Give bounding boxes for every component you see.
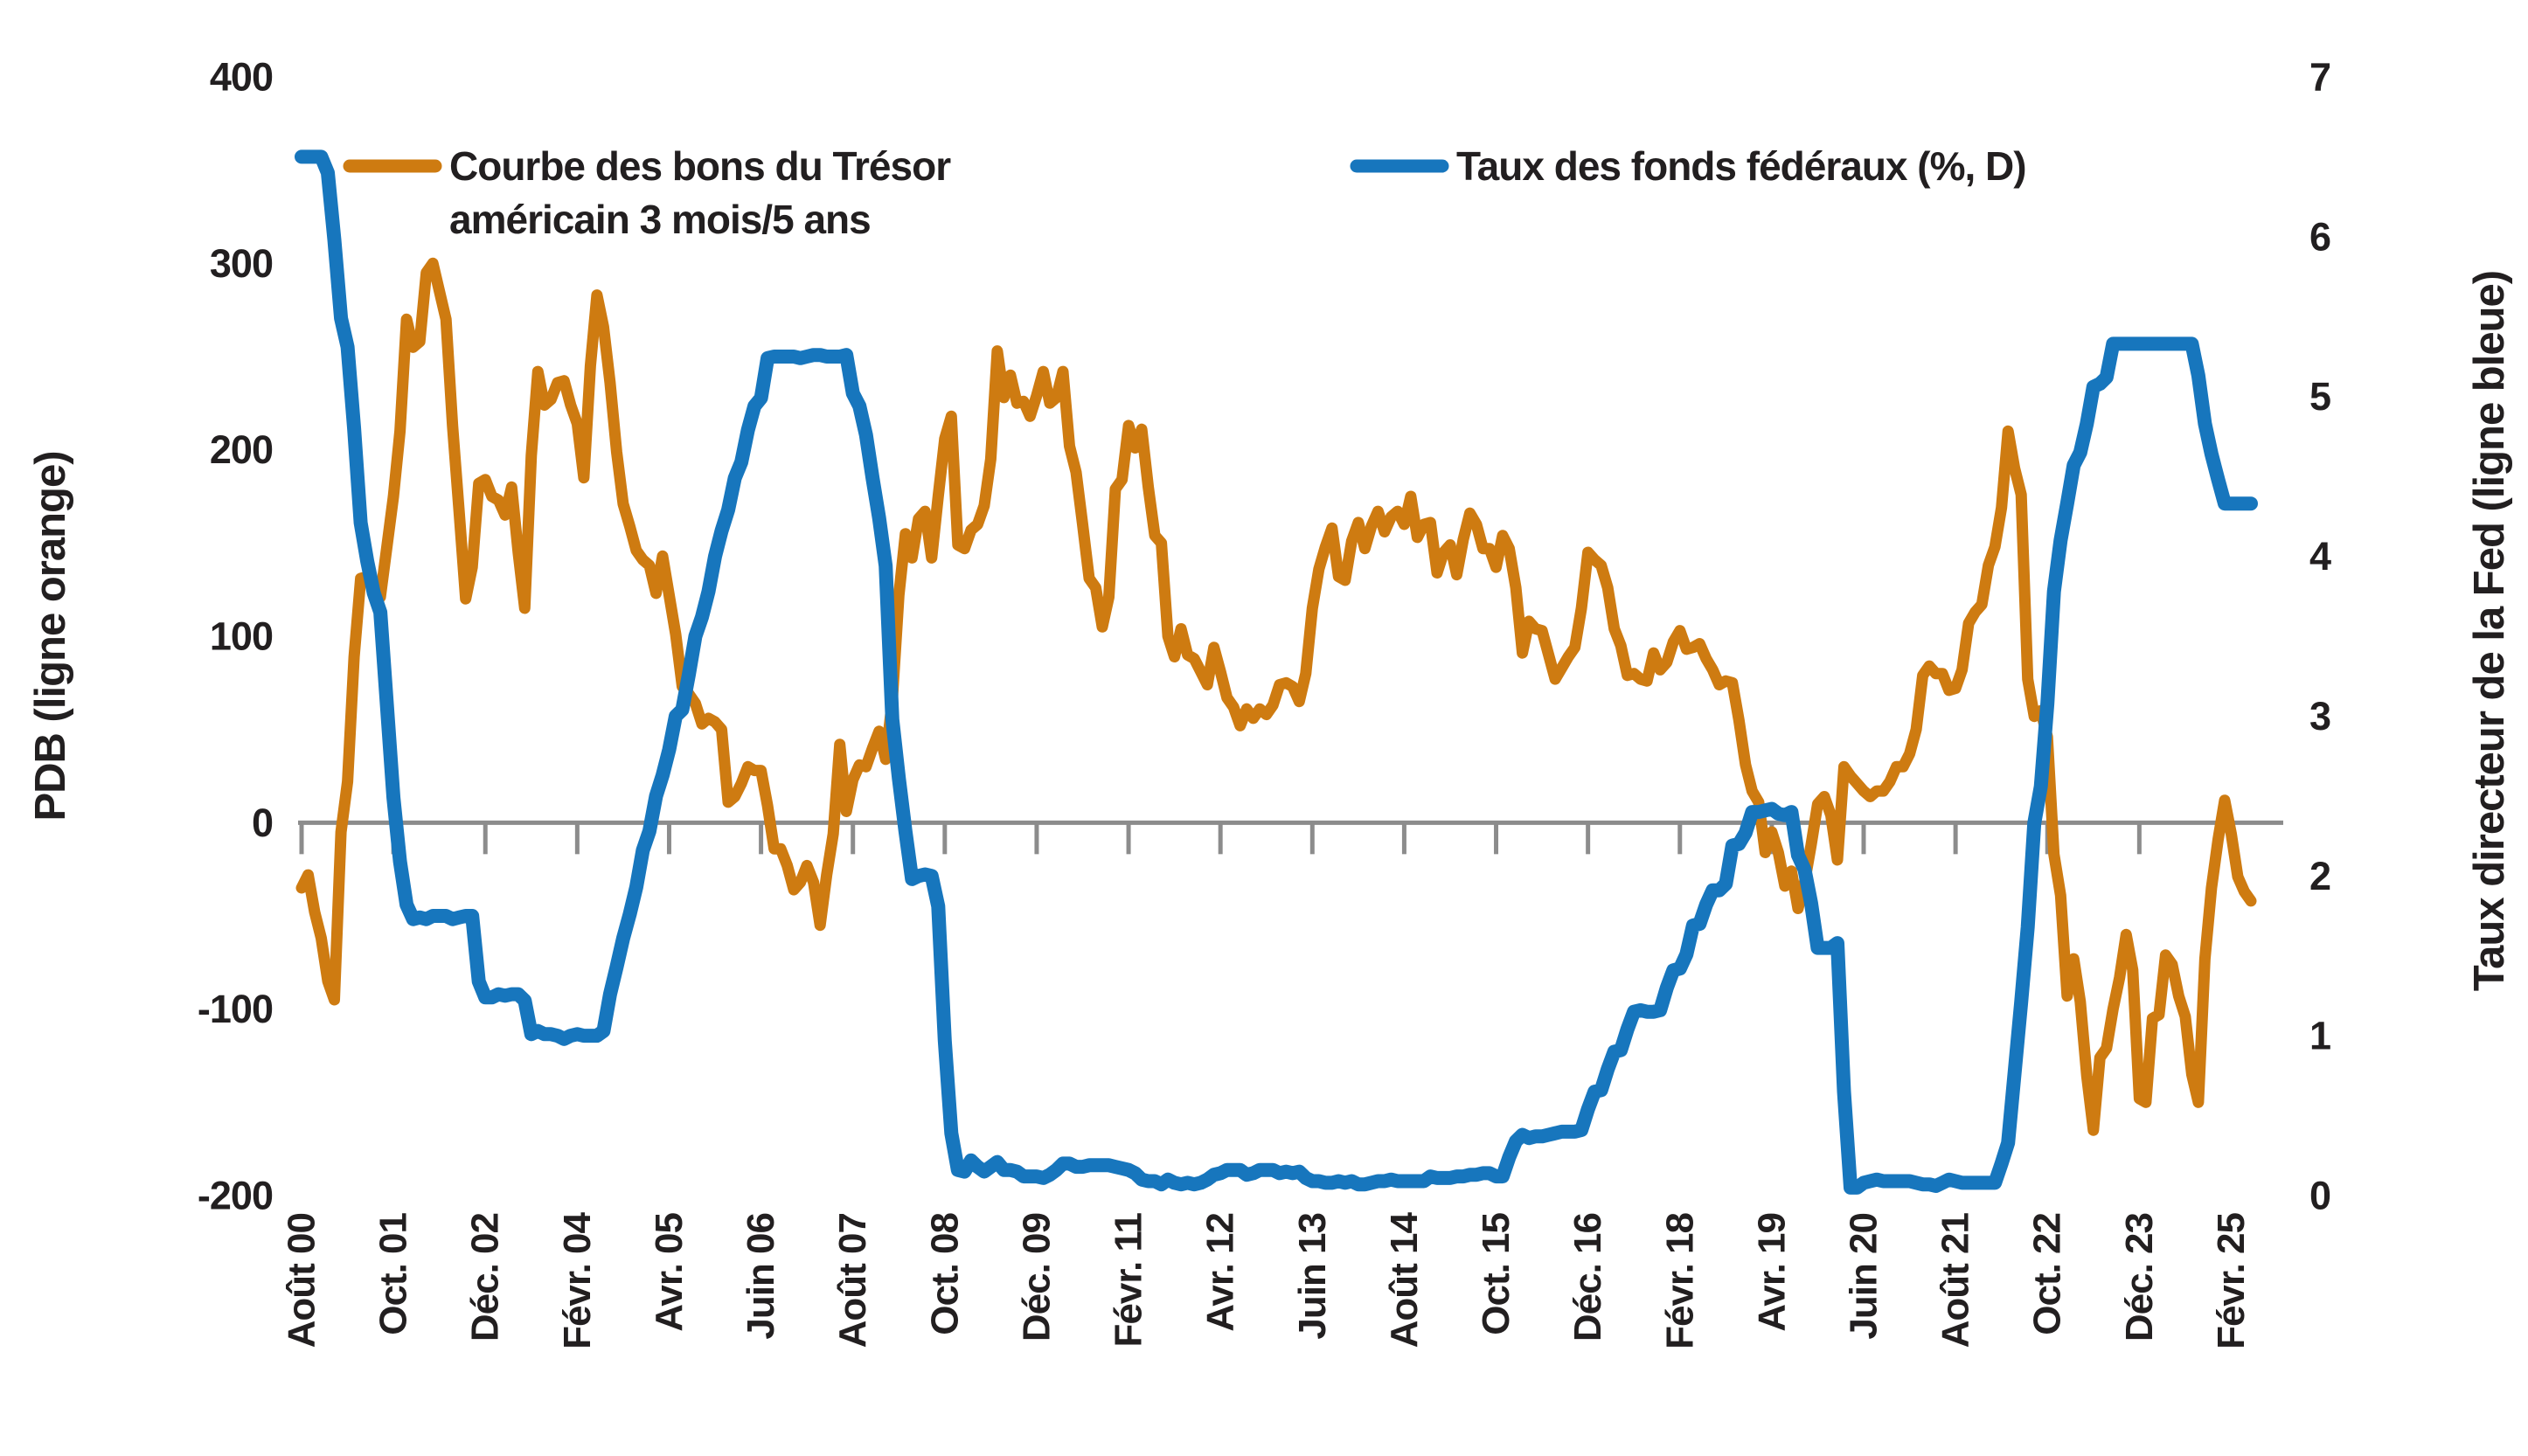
x-tick-label: Avr. 19: [1750, 1213, 1793, 1332]
left-axis-tick-label: -100: [198, 987, 273, 1031]
right-axis-tick-label: 4: [2309, 534, 2331, 579]
x-tick-label: Déc. 02: [464, 1213, 507, 1342]
x-tick-label: Oct. 22: [2026, 1213, 2069, 1335]
fed-funds-line: [295, 149, 2258, 1195]
x-tick-label: Févr. 04: [556, 1211, 599, 1349]
legend-orange-label-line1: Courbe des bons du Trésor: [449, 143, 951, 189]
left-axis-tick-label: 0: [252, 801, 273, 845]
right-axis-title: Taux directeur de la Fed (ligne bleue): [2466, 271, 2513, 991]
x-tick-label: Août 07: [831, 1213, 874, 1348]
series-layer: [295, 149, 2258, 1195]
x-tick-label: Févr. 25: [2210, 1212, 2253, 1349]
x-tick-label: Oct. 08: [923, 1212, 966, 1335]
left-axis-tick-label: 400: [210, 55, 273, 100]
left-axis-tick-label: 100: [210, 614, 273, 659]
legend-blue-label: Taux des fonds fédéraux (%, D): [1456, 143, 2026, 189]
left-axis-tick-label: 300: [210, 241, 273, 286]
x-tick-label: Juin 20: [1843, 1213, 1886, 1340]
x-tick-label: Avr. 05: [648, 1212, 691, 1331]
x-tick-label: Févr. 18: [1658, 1212, 1701, 1349]
right-axis-tick-label: 7: [2309, 55, 2330, 100]
left-axis-tick-label: 200: [210, 427, 273, 472]
right-axis-tick-label: 1: [2309, 1014, 2330, 1058]
x-tick-label: Févr. 11: [1108, 1212, 1150, 1347]
left-axis-title: PDB (ligne orange): [27, 451, 74, 821]
left-axis-tick-label: -200: [198, 1174, 273, 1218]
x-tick-label: Oct. 15: [1475, 1212, 1517, 1335]
legend: Courbe des bons du Trésor américain 3 mo…: [343, 143, 2027, 242]
right-axis-tick-label: 3: [2309, 694, 2330, 738]
x-tick-label: Déc. 16: [1566, 1213, 1609, 1342]
right-axis-tick-label: 2: [2309, 854, 2330, 898]
right-axis-tick-label: 0: [2309, 1174, 2330, 1218]
x-tick-label: Déc. 09: [1015, 1213, 1058, 1342]
x-tick-label: Août 21: [1934, 1212, 1977, 1348]
treasury-curve-line: [295, 257, 2257, 1136]
x-tick-label: Avr. 12: [1199, 1213, 1242, 1332]
x-tick-label: Juin 13: [1291, 1213, 1334, 1340]
right-axis-tick-label: 6: [2309, 214, 2330, 259]
legend-orange-label-line2: américain 3 mois/5 ans: [449, 197, 871, 242]
x-tick-label: Déc. 23: [2118, 1213, 2161, 1342]
right-axis-tick-label: 5: [2309, 374, 2330, 419]
x-tick-label: Juin 06: [740, 1213, 782, 1340]
x-tick-label: Août 14: [1383, 1211, 1426, 1348]
x-tick-label: Oct. 01: [372, 1212, 415, 1335]
axis-layer: Août 00 Oct. 01 Déc. 02 Févr. 04 Avr. 05 Juin…: [198, 55, 2332, 1349]
x-tick-label: Août 00: [281, 1213, 323, 1348]
